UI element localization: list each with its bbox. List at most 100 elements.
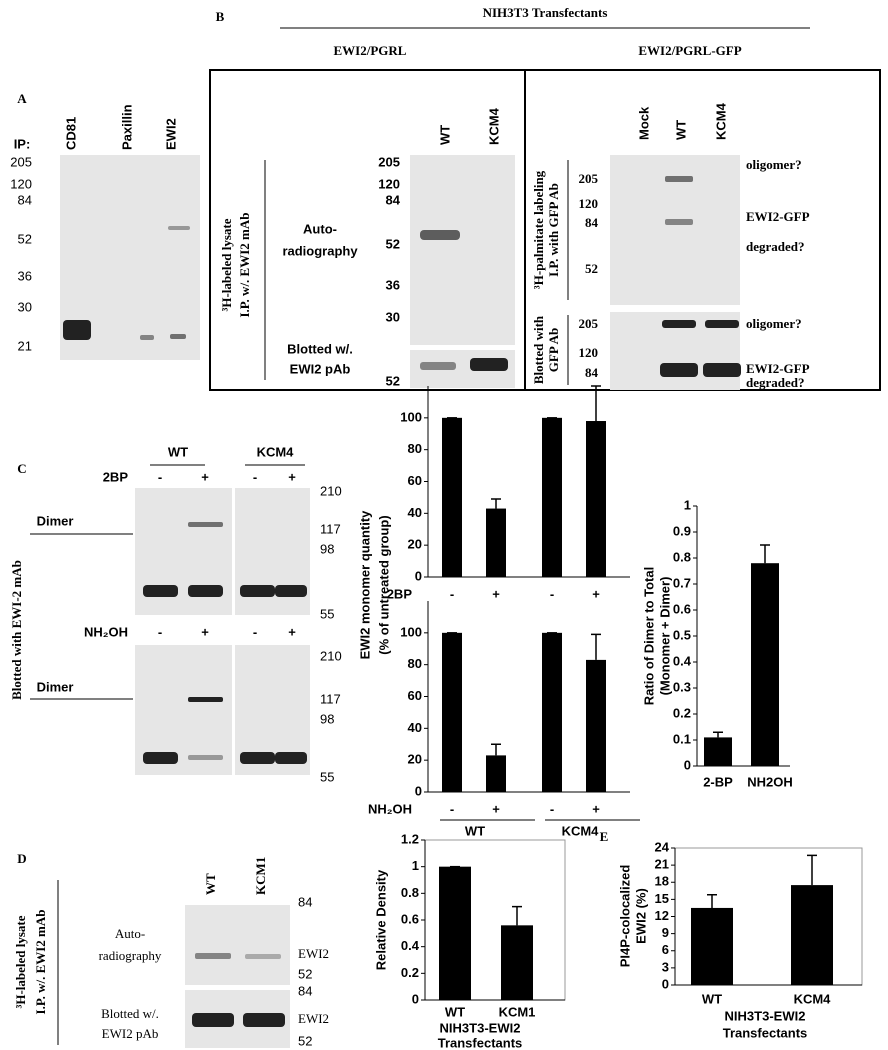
ip-label: IP: (14, 136, 31, 151)
lane-label: CD81 (63, 117, 78, 150)
error-bar (591, 385, 601, 422)
blot (185, 905, 290, 985)
y-axis-label: (% of untreated group) (376, 515, 391, 654)
y-tick-label: 0.4 (401, 938, 420, 953)
band (168, 226, 190, 230)
band (188, 585, 223, 597)
bar (486, 755, 506, 792)
y-tick-label: 100 (400, 409, 422, 424)
error-bar (512, 905, 522, 926)
y-tick-label: 6 (662, 942, 669, 957)
y-tick-label: 3 (662, 959, 669, 974)
panel-label: C (17, 461, 26, 476)
panel-label: B (216, 9, 225, 24)
marker: 84 (585, 215, 599, 230)
marker: 55 (320, 769, 334, 784)
y-tick-label: 0.2 (673, 705, 691, 720)
sign: - (158, 624, 162, 639)
marker: 120 (579, 345, 599, 360)
bar (791, 885, 833, 985)
marker: 30 (18, 299, 32, 314)
y-tick-label: 24 (655, 839, 670, 854)
y-axis-label: Ratio of Dimer to Total (641, 567, 656, 705)
y-tick-label: 0.6 (673, 601, 691, 616)
bar (751, 563, 779, 766)
marker: 117 (320, 691, 341, 706)
bar (691, 907, 733, 985)
y-tick-label: 0.5 (673, 627, 691, 642)
side-label: I.P. w/. EWI2 mAb (33, 910, 48, 1015)
marker: 205 (579, 171, 599, 186)
band (188, 755, 223, 760)
band (420, 230, 460, 240)
lane-label: WT (673, 120, 688, 140)
annotation: degraded? (746, 239, 805, 254)
lane-label: KCM4 (486, 107, 501, 145)
marker: 36 (386, 277, 400, 292)
marker: 205 (10, 154, 32, 169)
y-axis-label: EWI2 monomer quantity (357, 510, 372, 660)
y-tick-label: 0.6 (401, 911, 419, 926)
band (705, 320, 739, 328)
y-axis-label: (Monomer + Dimer) (657, 577, 672, 696)
side-label: GFP Ab (546, 328, 561, 372)
y-tick-label: 0.9 (673, 523, 691, 538)
band (275, 585, 307, 597)
band (170, 334, 186, 339)
annotation: oligomer? (746, 157, 802, 172)
error-bar (491, 498, 501, 509)
error-bar (760, 544, 770, 564)
marker: 120 (378, 176, 400, 191)
y-tick-label: 0 (415, 783, 422, 798)
lane-label: EWI2 (163, 118, 178, 150)
group-label: WT (168, 444, 188, 459)
dimer-label: Dimer (37, 513, 74, 528)
marker: 205 (579, 316, 599, 331)
bar (586, 421, 606, 577)
marker: 52 (298, 966, 312, 981)
panel-label: A (17, 91, 27, 106)
marker: 21 (18, 338, 32, 353)
group-label: KCM4 (257, 444, 295, 459)
band (140, 335, 154, 340)
marker: 210 (320, 483, 342, 498)
marker: 52 (386, 236, 400, 251)
band (243, 1013, 285, 1027)
sign: + (201, 624, 209, 639)
row-label: EWI2 pAb (290, 361, 351, 376)
band-label: EWI2 (298, 1011, 329, 1026)
x-tick-label: KCM4 (794, 991, 832, 1006)
marker: 205 (378, 154, 400, 169)
marker: 84 (18, 192, 32, 207)
header: NIH3T3 Transfectants (483, 5, 608, 20)
y-axis-label: PI4P-colocalized (617, 865, 632, 968)
band (665, 219, 693, 225)
treatment-label: NH₂OH (368, 801, 412, 816)
divider (232, 488, 235, 615)
blots (30, 27, 881, 1048)
y-tick-label: 1.2 (401, 831, 419, 846)
sign: - (550, 586, 554, 601)
y-tick-label: 18 (655, 874, 669, 889)
group-label: WT (465, 823, 485, 838)
band (703, 363, 741, 377)
y-tick-label: 0.8 (673, 549, 691, 564)
divider (232, 645, 235, 775)
x-tick-label: KCM1 (499, 1004, 536, 1019)
band (143, 585, 178, 597)
panel-label: E (600, 829, 609, 844)
y-tick-label: 21 (655, 857, 669, 872)
sign: + (288, 624, 296, 639)
marker: 84 (298, 983, 312, 998)
y-tick-label: 20 (408, 537, 422, 552)
marker: 55 (320, 606, 334, 621)
sign: + (201, 469, 209, 484)
y-tick-label: 0.7 (673, 575, 691, 590)
y-tick-label: 12 (655, 908, 669, 923)
sign: + (492, 801, 500, 816)
y-tick-label: 1 (684, 497, 691, 512)
lane-label: WT (203, 873, 218, 895)
lane-label: Paxillin (119, 104, 134, 150)
band (660, 363, 698, 377)
